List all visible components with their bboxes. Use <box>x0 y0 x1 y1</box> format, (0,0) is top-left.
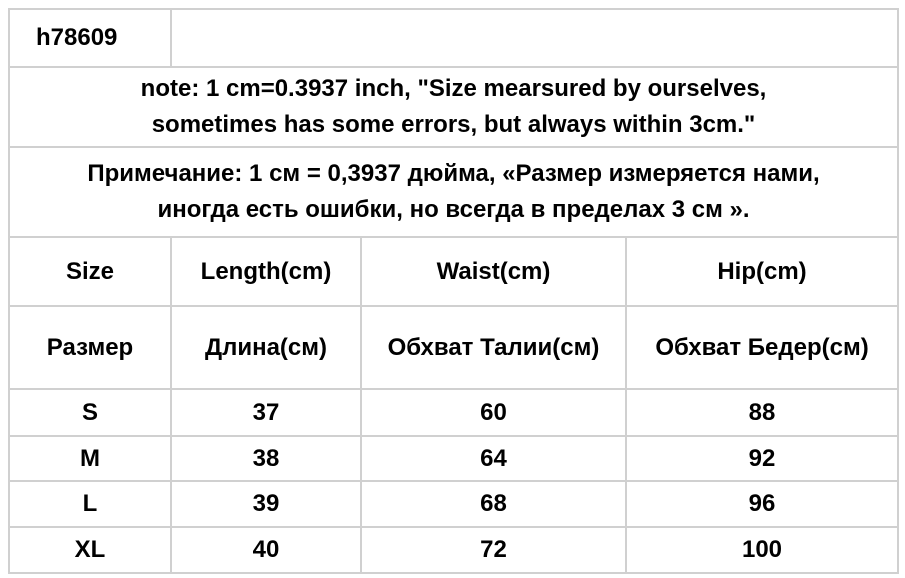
column-header: Обхват Бедер(см) <box>624 305 900 390</box>
cell: M <box>8 435 172 482</box>
data-row: L 39 68 96 <box>8 480 900 528</box>
cell: 100 <box>624 526 900 574</box>
note-line: иногда есть ошибки, но всегда в пределах… <box>157 196 750 223</box>
note-row: note: 1 cm=0.3937 inch, "Size mearsured … <box>7 66 900 148</box>
column-header: Length(cm) <box>170 236 362 307</box>
cell: L <box>8 480 172 528</box>
note-ru: Примечание: 1 см = 0,3937 дюйма, «Размер… <box>7 146 900 238</box>
cell: 68 <box>360 480 627 528</box>
note-line: note: 1 cm=0.3937 inch, "Size mearsured … <box>140 75 767 102</box>
cell: 88 <box>624 388 900 437</box>
cell: 96 <box>624 480 900 528</box>
header-row: Size Length(cm) Waist(cm) Hip(cm) <box>8 236 900 307</box>
column-header: Обхват Талии(см) <box>360 305 627 390</box>
cell: 40 <box>170 526 362 574</box>
cell: 39 <box>170 480 362 528</box>
column-header: Длина(см) <box>170 305 362 390</box>
data-row: M 38 64 92 <box>8 435 900 482</box>
column-header: Waist(cm) <box>360 236 627 307</box>
note-row: Примечание: 1 см = 0,3937 дюйма, «Размер… <box>7 146 900 238</box>
cell: 92 <box>624 435 900 482</box>
note-line: Примечание: 1 см = 0,3937 дюйма, «Размер… <box>87 160 820 187</box>
column-header: Hip(cm) <box>624 236 900 307</box>
note-line: sometimes has some errors, but always wi… <box>151 111 756 138</box>
header-row: Размер Длина(см) Обхват Талии(см) Обхват… <box>8 305 900 390</box>
column-header: Size <box>8 236 172 307</box>
data-row: S 37 60 88 <box>8 388 900 437</box>
column-header: Размер <box>8 305 172 390</box>
cell: S <box>8 388 172 437</box>
cell: 37 <box>170 388 362 437</box>
note-en: note: 1 cm=0.3937 inch, "Size mearsured … <box>7 66 900 148</box>
cell: 72 <box>360 526 627 574</box>
cell: 60 <box>360 388 627 437</box>
code-row: h78609 <box>8 8 900 68</box>
cell: 64 <box>360 435 627 482</box>
empty-cell <box>169 8 900 68</box>
data-row: XL 40 72 100 <box>8 526 900 574</box>
cell: 38 <box>170 435 362 482</box>
product-code: h78609 <box>8 8 172 68</box>
size-table: h78609 note: 1 cm=0.3937 inch, "Size mea… <box>7 8 900 574</box>
cell: XL <box>8 526 172 574</box>
